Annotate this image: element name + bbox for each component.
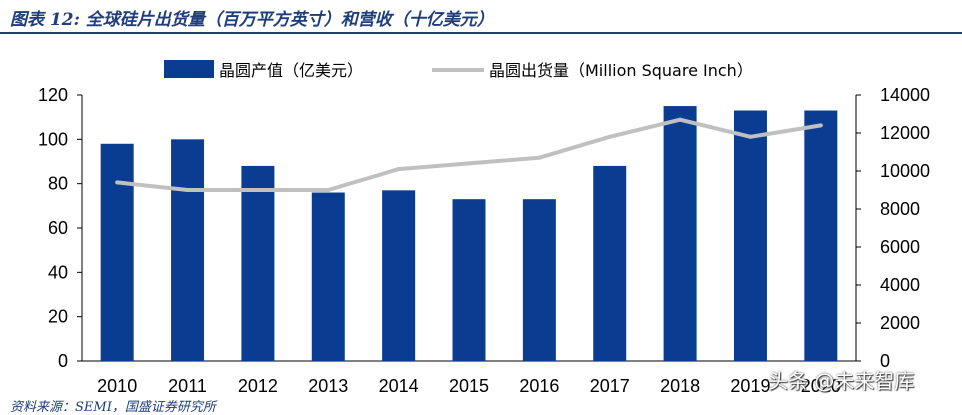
x-tick-label: 2016 bbox=[519, 376, 559, 396]
y-left-tick-label: 80 bbox=[48, 174, 68, 194]
legend-line-label: 晶圆出货量（Million Square Inch） bbox=[489, 61, 753, 80]
bar bbox=[663, 106, 697, 361]
bar bbox=[733, 110, 767, 362]
line-point bbox=[326, 188, 331, 192]
watermark: 头条 @未来智库 bbox=[768, 369, 915, 393]
chart-svg: 晶圆产值（亿美元） 晶圆出货量（Million Square Inch） 0 20… bbox=[38, 60, 930, 396]
y-left-tick-label: 0 bbox=[58, 351, 68, 371]
x-tick-label: 2013 bbox=[308, 376, 348, 396]
bar bbox=[804, 110, 838, 362]
y-left-tick-label: 120 bbox=[38, 85, 68, 105]
bar bbox=[311, 192, 345, 361]
y-right-tick-label: 12000 bbox=[880, 123, 930, 143]
line-point bbox=[185, 188, 190, 192]
x-tick-label: 2015 bbox=[449, 376, 489, 396]
line-point bbox=[818, 123, 823, 128]
bar bbox=[382, 190, 416, 361]
plot-area: 0 20 40 60 80 100 120 0 2000 4000 6000 8000 10000 120… bbox=[38, 85, 930, 396]
y-right-tick-label: 6000 bbox=[880, 237, 920, 257]
x-tick-label: 2017 bbox=[590, 376, 630, 396]
x-tick-label: 2018 bbox=[660, 376, 700, 396]
line-point bbox=[678, 117, 683, 122]
y-left-tick-label: 100 bbox=[38, 129, 68, 149]
line-point bbox=[115, 180, 120, 185]
line-point bbox=[255, 188, 260, 192]
y-left-tick-label: 40 bbox=[48, 262, 68, 282]
line-series bbox=[116, 117, 822, 192]
bar bbox=[452, 199, 486, 361]
y-right-tick-label: 14000 bbox=[880, 85, 930, 105]
legend-bar-swatch bbox=[164, 60, 214, 78]
title-bar: 图表 12: 全球硅片出货量（百万平方英寸）和营收（十亿美元） bbox=[0, 0, 962, 34]
y-right-tick-label: 10000 bbox=[880, 161, 930, 181]
bar bbox=[171, 139, 205, 361]
legend-bar-label: 晶圆产值（亿美元） bbox=[219, 61, 363, 80]
line-point bbox=[396, 167, 401, 172]
chart-title: 图表 12: 全球硅片出货量（百万平方英寸）和营收（十亿美元） bbox=[10, 10, 494, 30]
bar bbox=[241, 165, 275, 361]
y-right-tick-label: 2000 bbox=[880, 313, 920, 333]
y-left-tick-label: 60 bbox=[48, 218, 68, 238]
y-right-tick-label: 0 bbox=[880, 351, 890, 371]
bar bbox=[522, 199, 556, 361]
y-left-tick-label: 20 bbox=[48, 307, 68, 327]
line-point bbox=[467, 161, 471, 166]
x-tick-label: 2019 bbox=[730, 376, 770, 396]
x-tick-label: 2012 bbox=[238, 376, 278, 396]
x-tick-label: 2014 bbox=[379, 376, 419, 396]
bar bbox=[593, 165, 627, 361]
bar bbox=[100, 143, 134, 361]
x-tick-label: 2020 bbox=[801, 376, 841, 396]
x-tick-label: 2010 bbox=[97, 376, 137, 396]
y-right-tick-label: 4000 bbox=[880, 275, 920, 295]
y-right-tick-label: 8000 bbox=[880, 199, 920, 219]
legend: 晶圆产值（亿美元） 晶圆出货量（Million Square Inch） bbox=[164, 60, 753, 80]
line-point bbox=[748, 134, 753, 139]
line-point bbox=[537, 155, 542, 160]
x-tick-label: 2011 bbox=[168, 376, 207, 396]
line-point bbox=[607, 134, 612, 139]
